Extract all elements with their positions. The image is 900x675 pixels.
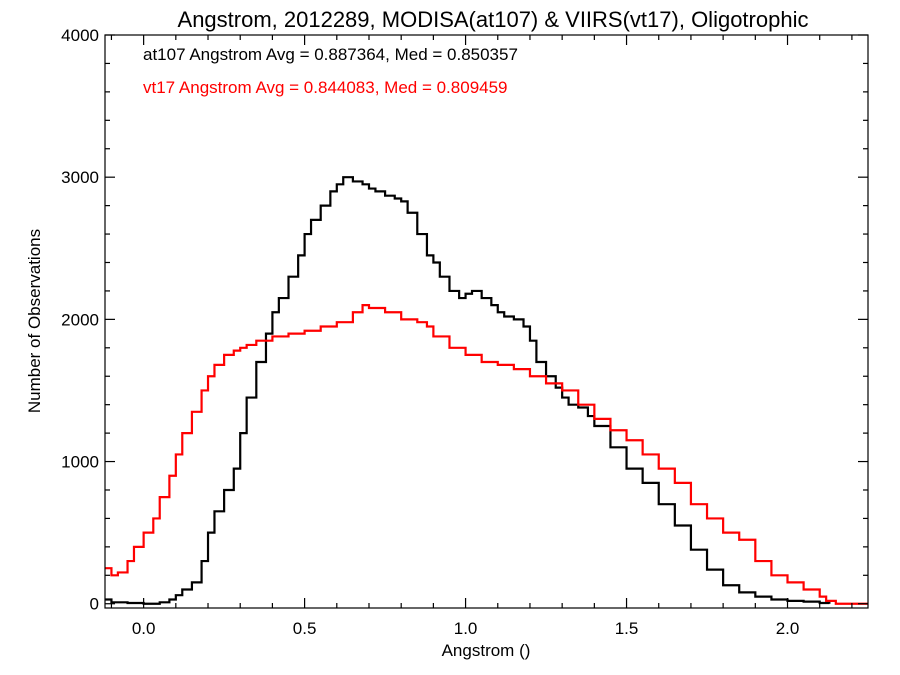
- y-tick-label: 4000: [61, 26, 99, 45]
- y-tick-label: 0: [90, 595, 99, 614]
- x-tick-label: 2.0: [776, 619, 800, 638]
- x-tick-label: 0.0: [132, 619, 156, 638]
- y-axis-title: Number of Observations: [25, 229, 44, 413]
- y-tick-label: 3000: [61, 168, 99, 187]
- x-axis-title: Angstrom (): [442, 641, 531, 660]
- x-tick-label: 1.5: [615, 619, 639, 638]
- plot-area: [105, 176, 868, 605]
- series-line-1: [105, 304, 868, 605]
- y-tick-label: 2000: [61, 310, 99, 329]
- annotation-vt17: vt17 Angstrom Avg = 0.844083, Med = 0.80…: [143, 78, 508, 97]
- chart-title: Angstrom, 2012289, MODISA(at107) & VIIRS…: [178, 7, 809, 32]
- series-line-0: [105, 176, 831, 605]
- annotation-at107: at107 Angstrom Avg = 0.887364, Med = 0.8…: [143, 45, 518, 64]
- ticks-layer: 0.0 0.5 1.0 1.5 2.0 0 1000 2000 3000 4000: [61, 26, 868, 638]
- x-tick-label: 1.0: [454, 619, 478, 638]
- plot-frame: [104, 34, 869, 609]
- y-tick-label: 1000: [61, 453, 99, 472]
- x-tick-label: 0.5: [293, 619, 317, 638]
